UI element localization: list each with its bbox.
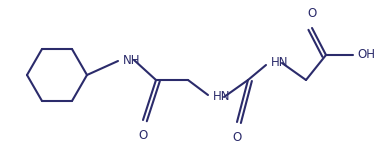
Text: O: O [138,129,147,142]
Text: OH: OH [357,49,375,62]
Text: HN: HN [213,91,231,104]
Text: O: O [232,131,242,144]
Text: O: O [307,7,317,20]
Text: NH: NH [123,53,141,66]
Text: HN: HN [271,57,288,69]
